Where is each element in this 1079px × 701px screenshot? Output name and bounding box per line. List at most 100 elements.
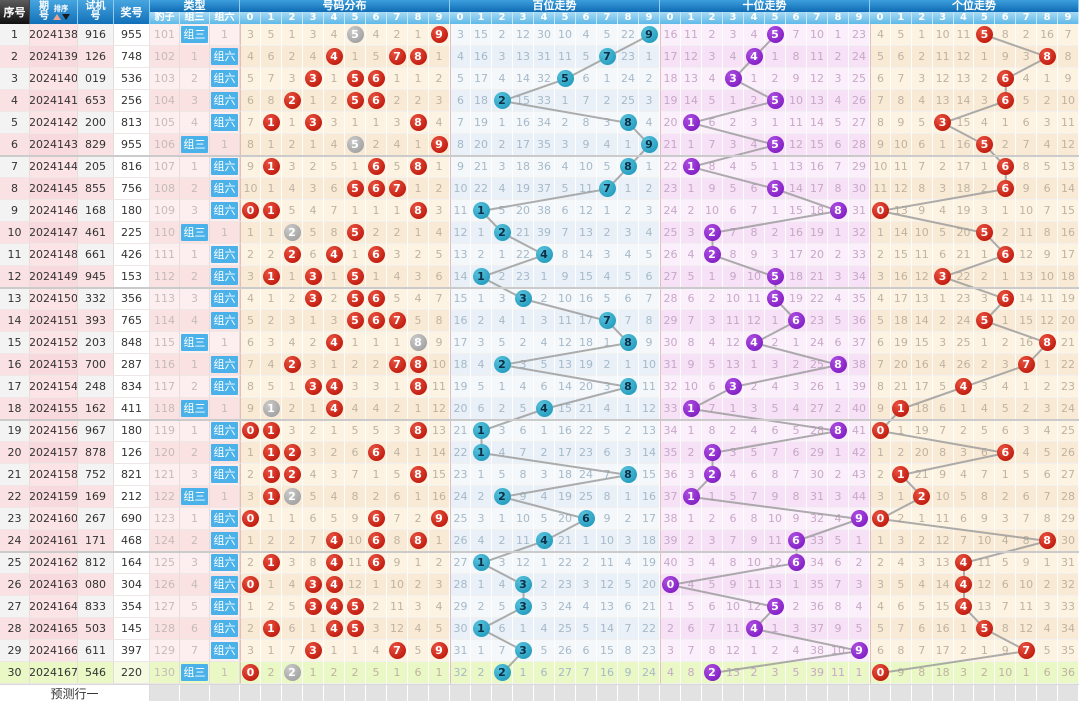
cell-shi-4: 2: [744, 90, 765, 112]
cell-bai-0: 31: [450, 640, 471, 662]
cell-prize-number: 145: [114, 618, 150, 640]
cell-dist-6: 4: [366, 24, 387, 46]
cell-ge-5: 9: [974, 508, 996, 530]
cell-shi-2: 4: [702, 332, 723, 354]
cell-bai-5: 9: [555, 266, 576, 288]
cell-dist-2: 4: [282, 332, 303, 354]
cell-dist-7: 4: [387, 442, 408, 464]
cell-ge-4: 19: [953, 200, 975, 222]
cell-dist-8: 2: [408, 508, 429, 530]
cell-bai-5: 19: [555, 486, 576, 508]
cell-ge-2: 21: [911, 464, 933, 486]
hit-ball-dist: 5: [346, 290, 364, 307]
cell-dist-2: 2: [282, 90, 303, 112]
cell-ge-7: 3: [1016, 46, 1038, 68]
cell-ge-5: 3: [974, 90, 996, 112]
subheader-shi-digit-6: 6: [786, 12, 807, 24]
cell-dist-4: 8: [324, 222, 345, 244]
cell-shi-5: 3: [765, 662, 786, 684]
cell-ge-3: 12: [932, 530, 954, 552]
cell-shi-8: 4: [828, 508, 849, 530]
cell-dist-5: 5: [345, 222, 366, 244]
cell-seq: 20: [0, 442, 30, 464]
cell-bai-8: 4: [618, 552, 639, 574]
cell-dist-9: 12: [429, 398, 450, 420]
subheader-ge-digit-8: 8: [1037, 12, 1059, 24]
prediction-cell: [849, 685, 870, 701]
cell-dist-8: 1: [408, 442, 429, 464]
cell-bai-9: 1: [639, 46, 660, 68]
type-zuliu-badge: 组六: [211, 532, 238, 549]
cell-ge-2: 14: [911, 310, 933, 332]
cell-dist-2: 5: [282, 200, 303, 222]
cell-type-zusan: 组三: [180, 662, 210, 684]
cell-type-zuliu: 1: [210, 134, 240, 156]
cell-ge-8: 7: [1037, 200, 1059, 222]
cell-ge-3: 10: [932, 486, 954, 508]
cell-ge-0: 2: [870, 464, 891, 486]
table-row: 1 2024138 916 955 101 组三 1 3 5 1 3 4 5 4 2 1 9 3 15 2 12 30 10…: [0, 24, 1079, 46]
cell-shi-2: 3: [702, 46, 723, 68]
sort-desc-icon[interactable]: [61, 13, 70, 20]
cell-ge-3: 14: [932, 574, 954, 596]
cell-dist-6: 1: [366, 332, 387, 354]
cell-ge-9: 29: [1058, 508, 1079, 530]
cell-shi-5: 1: [765, 156, 786, 178]
cell-dist-7: 6: [387, 486, 408, 508]
cell-bai-9: 9: [639, 332, 660, 354]
cell-dist-1: 1: [261, 178, 282, 200]
cell-bai-4: 2: [534, 442, 555, 464]
subheader-shi-digit-8: 8: [828, 12, 849, 24]
cell-seq: 10: [0, 222, 30, 244]
hit-ball-ge: 5: [975, 312, 993, 329]
hit-ball-bai: 2: [493, 488, 511, 505]
cell-shi-1: 3: [681, 552, 702, 574]
table-row: 9 2024146 168 180 109 3 组六 0 1 5 4 7 1 1 1 8 3 11 1 5 20 38 6 1…: [0, 200, 1079, 222]
cell-ge-6: 2: [995, 332, 1017, 354]
cell-bai-5: 16: [555, 420, 576, 442]
cell-type-zuliu: 1: [210, 486, 240, 508]
sort-asc-icon[interactable]: [52, 13, 61, 20]
type-zuliu-badge: 组六: [211, 246, 238, 263]
cell-bai-5: 24: [555, 596, 576, 618]
hit-ball-dist: 6: [367, 92, 385, 109]
cell-ge-7: 13: [1016, 266, 1038, 288]
cell-ge-0: 4: [870, 288, 891, 310]
cell-dist-5: 1: [345, 332, 366, 354]
cell-seq: 13: [0, 288, 30, 310]
prediction-cell: [995, 685, 1017, 701]
cell-period: 2024140: [30, 68, 78, 90]
cell-type-baozi: 116: [150, 354, 180, 376]
cell-shi-7: 18: [807, 200, 828, 222]
cell-dist-4: 4: [324, 486, 345, 508]
hit-ball-dist: 8: [409, 202, 427, 219]
cell-dist-4: 7: [324, 200, 345, 222]
cell-dist-7: 4: [387, 134, 408, 156]
prediction-cell: [429, 685, 450, 701]
cell-shi-3: 7: [723, 222, 744, 244]
cell-dist-1: 6: [261, 46, 282, 68]
cell-ge-8: 6: [1037, 464, 1059, 486]
cell-shi-3: 9: [723, 574, 744, 596]
table-row: 22 2024159 169 212 122 组三 1 3 1 2 5 4 8 2 6 1 16 24 2 2 9 4 19…: [0, 486, 1079, 508]
cell-bai-2: 5: [492, 464, 513, 486]
cell-ge-0: 1: [870, 222, 891, 244]
prediction-cell: [597, 685, 618, 701]
hit-ball-dist: 6: [367, 532, 385, 549]
cell-shi-9: 44: [849, 486, 870, 508]
cell-bai-8: 6: [618, 288, 639, 310]
hit-ball-bai: 2: [493, 92, 511, 109]
cell-dist-4: 4: [324, 332, 345, 354]
sort-control[interactable]: 排序: [52, 4, 70, 20]
cell-ge-1: 5: [890, 574, 912, 596]
cell-shi-5: 2: [765, 332, 786, 354]
cell-ge-5: 2: [974, 266, 996, 288]
cell-shi-0: 2: [660, 618, 681, 640]
subheader-ge-digit-7: 7: [1016, 12, 1038, 24]
cell-ge-0: 5: [870, 46, 891, 68]
cell-type-zusan: 组三: [180, 398, 210, 420]
cell-bai-0: 23: [450, 464, 471, 486]
hit-ball-shi: 6: [787, 312, 805, 329]
cell-bai-8: 3: [618, 530, 639, 552]
